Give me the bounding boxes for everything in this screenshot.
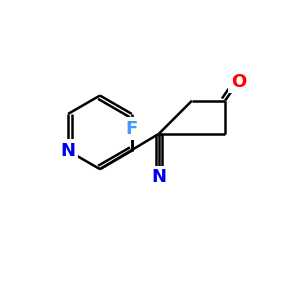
Text: N: N xyxy=(151,168,166,186)
Text: N: N xyxy=(61,142,76,160)
Text: O: O xyxy=(231,73,246,91)
Text: F: F xyxy=(126,120,138,138)
